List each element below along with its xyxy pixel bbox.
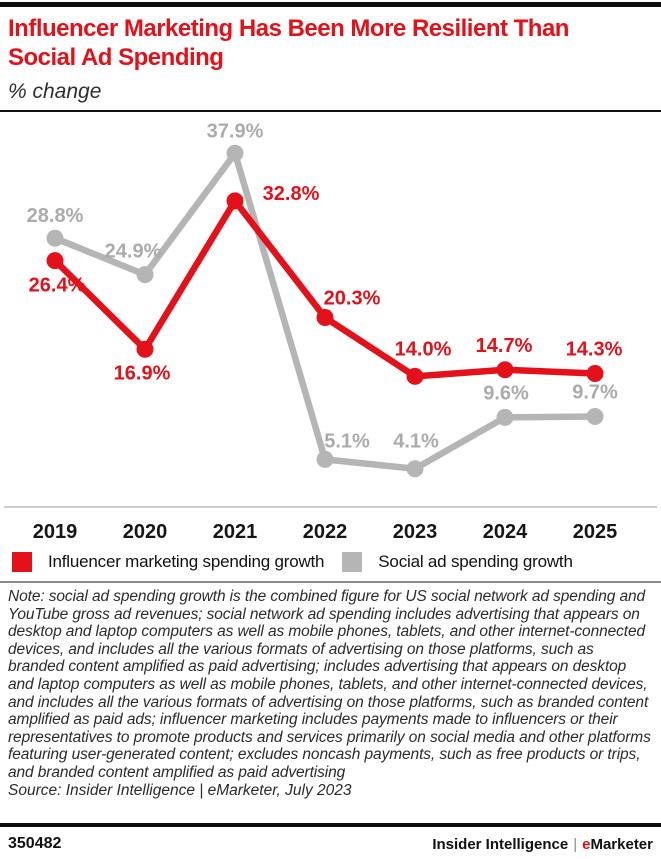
x-tick-label: 2023 [393, 521, 438, 542]
brand-separator: | [573, 835, 578, 853]
data-label: 9.6% [483, 382, 529, 404]
line-chart: 2019 2020 2021 2022 2023 2024 2025 28.8% 24.9% 37… [4, 120, 657, 542]
data-point [46, 252, 64, 270]
chart-title-line-2: Social Ad Spending [8, 44, 224, 71]
footer-rule [0, 823, 661, 827]
x-tick-label: 2019 [33, 521, 78, 542]
chart-subtitle: % change [8, 80, 102, 103]
footer: 350482 Insider Intelligence | eMarketer [0, 823, 661, 859]
legend-item-social: Social ad spending growth [342, 552, 573, 572]
data-label: 26.4% [29, 275, 86, 297]
data-label: 24.9% [105, 241, 162, 263]
note-text: Note: social ad spending growth is the c… [8, 588, 651, 781]
data-point [586, 365, 604, 383]
data-point [496, 408, 514, 426]
legend-item-influencer: Influencer marketing spending growth [12, 552, 324, 572]
data-point [226, 144, 244, 162]
data-label: 28.8% [27, 205, 84, 227]
data-point [136, 266, 154, 284]
footer-row: 350482 Insider Intelligence | eMarketer [0, 827, 661, 859]
data-point [496, 361, 514, 379]
data-point [46, 229, 64, 247]
data-point [406, 460, 424, 478]
data-point [586, 407, 604, 425]
data-point [226, 192, 244, 210]
data-label: 9.7% [572, 381, 618, 403]
top-rule [0, 2, 661, 7]
data-label: 32.8% [263, 183, 320, 205]
x-tick-label: 2021 [213, 521, 258, 542]
header-divider [0, 110, 661, 112]
legend-swatch-influencer [12, 552, 32, 572]
note-divider [0, 581, 661, 583]
brand-emarketer-e: e [582, 835, 591, 853]
data-point [316, 309, 334, 327]
data-point [316, 450, 334, 468]
data-label: 4.1% [393, 431, 439, 453]
chart-header: Influencer Marketing Has Been More Resil… [0, 7, 661, 104]
brand-lockup: Insider Intelligence | eMarketer [432, 836, 653, 853]
x-tick-label: 2020 [123, 521, 168, 542]
data-label: 20.3% [324, 288, 381, 310]
x-tick-label: 2024 [483, 521, 528, 542]
data-label: 14.7% [476, 335, 533, 357]
data-label: 14.3% [566, 339, 623, 361]
brand-emarketer-rest: Marketer [590, 835, 653, 853]
legend-swatch-social [342, 552, 363, 572]
chart-title-line-1: Influencer Marketing Has Been More Resil… [8, 15, 569, 42]
legend: Influencer marketing spending growth Soc… [12, 550, 661, 574]
data-label: 16.9% [114, 362, 171, 384]
x-tick-label: 2022 [303, 521, 348, 542]
data-point [406, 367, 424, 385]
chart-area: 2019 2020 2021 2022 2023 2024 2025 28.8% 24.9% 37… [0, 112, 661, 542]
data-point [136, 340, 154, 358]
data-label: 14.0% [395, 338, 452, 360]
brand-insider-intelligence: Insider Intelligence [432, 835, 569, 853]
legend-label-social: Social ad spending growth [378, 552, 573, 571]
legend-label-influencer: Influencer marketing spending growth [48, 552, 325, 571]
x-tick-label: 2025 [573, 521, 618, 542]
source-text: Source: Insider Intelligence | eMarketer… [8, 781, 352, 799]
chart-id: 350482 [8, 835, 62, 852]
data-label: 37.9% [207, 120, 264, 142]
data-label: 5.1% [324, 430, 370, 452]
